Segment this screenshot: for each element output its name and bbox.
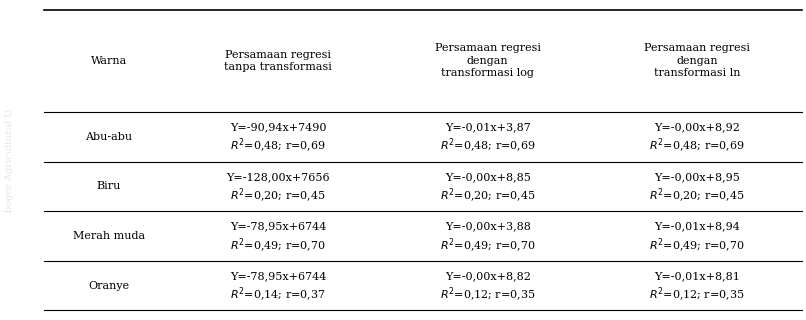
Text: Oranye: Oranye <box>88 281 130 291</box>
Text: $R^2$=0,12; r=0,35: $R^2$=0,12; r=0,35 <box>440 286 535 304</box>
Text: $R^2$=0,49; r=0,70: $R^2$=0,49; r=0,70 <box>231 236 326 255</box>
Text: $R^2$=0,20; r=0,45: $R^2$=0,20; r=0,45 <box>440 187 535 205</box>
Text: Y=-0,00x+8,85: Y=-0,00x+8,85 <box>445 172 530 182</box>
Text: $R^2$=0,49; r=0,70: $R^2$=0,49; r=0,70 <box>650 236 745 255</box>
Text: $R^2$=0,48; r=0,69: $R^2$=0,48; r=0,69 <box>231 137 326 156</box>
Text: $R^2$=0,20; r=0,45: $R^2$=0,20; r=0,45 <box>231 187 326 205</box>
Text: Persamaan regresi
tanpa transformasi: Persamaan regresi tanpa transformasi <box>224 50 332 72</box>
Text: Abu-abu: Abu-abu <box>85 132 132 142</box>
Text: Biru: Biru <box>97 181 121 191</box>
Text: bogor Agricultural U: bogor Agricultural U <box>5 108 15 212</box>
Text: Merah muda: Merah muda <box>73 231 145 241</box>
Text: $R^2$=0,20; r=0,45: $R^2$=0,20; r=0,45 <box>650 187 745 205</box>
Text: Y=-0,00x+8,82: Y=-0,00x+8,82 <box>445 271 530 281</box>
Text: Y=-0,01x+8,81: Y=-0,01x+8,81 <box>654 271 740 281</box>
Text: Y=-0,01x+3,87: Y=-0,01x+3,87 <box>445 122 530 132</box>
Text: Warna: Warna <box>91 56 127 66</box>
Text: Y=-78,95x+6744: Y=-78,95x+6744 <box>230 221 326 231</box>
Text: Persamaan regresi
dengan
transformasi ln: Persamaan regresi dengan transformasi ln <box>644 44 750 78</box>
Text: Y=-0,00x+8,95: Y=-0,00x+8,95 <box>654 172 740 182</box>
Text: $R^2$=0,12; r=0,35: $R^2$=0,12; r=0,35 <box>650 286 745 304</box>
Text: $R^2$=0,14; r=0,37: $R^2$=0,14; r=0,37 <box>231 286 326 304</box>
Text: Y=-128,00x+7656: Y=-128,00x+7656 <box>226 172 330 182</box>
Text: Y=-0,00x+3,88: Y=-0,00x+3,88 <box>445 221 530 231</box>
Text: Y=-0,01x+8,94: Y=-0,01x+8,94 <box>654 221 740 231</box>
Text: Y=-0,00x+8,92: Y=-0,00x+8,92 <box>654 122 740 132</box>
Text: Y=-78,95x+6744: Y=-78,95x+6744 <box>230 271 326 281</box>
Text: $R^2$=0,48; r=0,69: $R^2$=0,48; r=0,69 <box>440 137 535 156</box>
Text: Y=-90,94x+7490: Y=-90,94x+7490 <box>230 122 326 132</box>
Text: Persamaan regresi
dengan
transformasi log: Persamaan regresi dengan transformasi lo… <box>434 44 541 78</box>
Text: $R^2$=0,48; r=0,69: $R^2$=0,48; r=0,69 <box>650 137 745 156</box>
Text: $R^2$=0,49; r=0,70: $R^2$=0,49; r=0,70 <box>440 236 535 255</box>
